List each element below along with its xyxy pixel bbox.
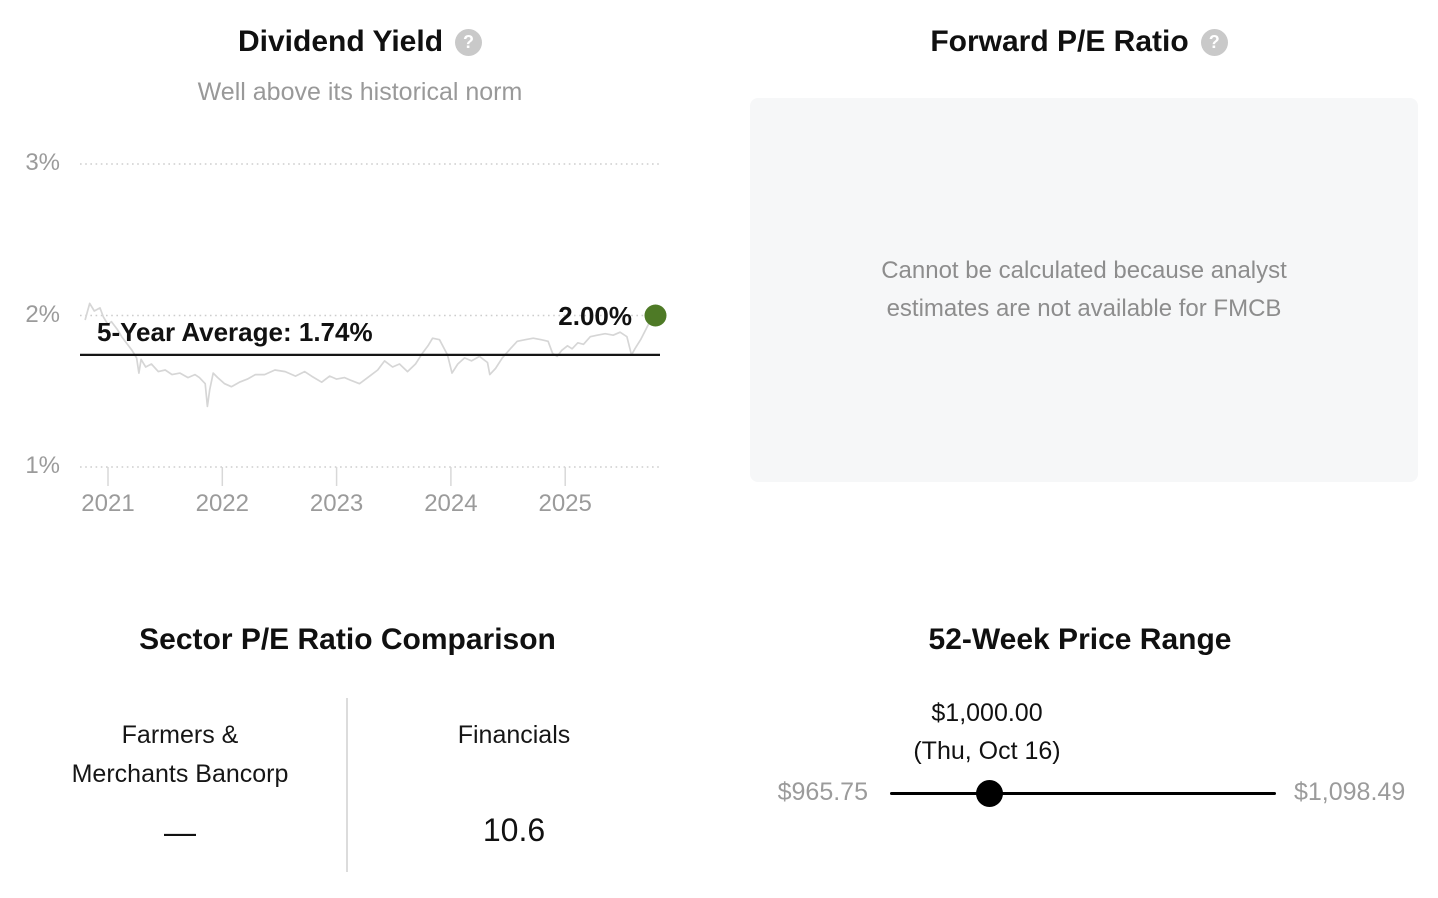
forward-pe-header: Forward P/E Ratio ? <box>720 24 1438 60</box>
x-axis-label-2025: 2025 <box>538 490 592 517</box>
current-value-label: 2.00% <box>558 301 632 331</box>
help-icon[interactable]: ? <box>455 28 483 56</box>
current-value-dot <box>644 304 667 327</box>
price-range-track <box>890 792 1276 795</box>
sector-pe-sector-label: Financials <box>457 721 571 749</box>
question-mark-glyph: ? <box>463 32 475 52</box>
range-low-label: $965.75 <box>777 778 868 806</box>
company-name-line2: Merchants Bancorp <box>71 760 289 788</box>
dividend-yield-chart <box>80 163 667 486</box>
column-divider <box>346 698 348 872</box>
sector-pe-company-value: — <box>164 814 196 850</box>
forward-pe-message-line1: Cannot be calculated because analyst <box>881 257 1287 284</box>
help-icon[interactable]: ? <box>1200 28 1228 56</box>
x-axis-label-2023: 2023 <box>309 490 364 517</box>
x-axis-label-2024: 2024 <box>424 490 478 517</box>
sector-pe-sector-value: 10.6 <box>482 812 546 848</box>
price-range-knob[interactable] <box>976 780 1004 807</box>
y-axis-label-1%: 1% <box>25 452 60 479</box>
forward-pe-title: Forward P/E Ratio <box>930 25 1189 58</box>
average-line-label: 5-Year Average: 1.74% <box>97 317 373 347</box>
dividend-yield-header: Dividend Yield ? <box>0 24 720 60</box>
current-price-label: $1,000.00 <box>931 699 1043 727</box>
dividend-yield-title: Dividend Yield <box>237 25 444 58</box>
dividend-yield-subtitle: Well above its historical norm <box>197 78 523 106</box>
y-axis-label-3%: 3% <box>25 149 60 176</box>
x-axis-label-2022: 2022 <box>195 490 249 517</box>
current-price-date: (Thu, Oct 16) <box>913 737 1061 765</box>
company-name-line1: Farmers & <box>121 721 239 749</box>
forward-pe-message-line2: estimates are not available for FMCB <box>886 295 1282 322</box>
forward-pe-empty-panel: Cannot be calculated because analyst est… <box>750 98 1418 482</box>
y-axis-label-2%: 2% <box>25 300 60 328</box>
x-axis-label-2021: 2021 <box>81 490 135 517</box>
range-high-label: $1,098.49 <box>1294 778 1406 806</box>
sector-pe-title: Sector P/E Ratio Comparison <box>139 623 556 656</box>
sector-pe-header: Sector P/E Ratio Comparison <box>0 622 695 658</box>
dividend-yield-series-line <box>84 302 657 408</box>
question-mark-glyph: ? <box>1208 32 1220 52</box>
sector-pe-company-label: Farmers & Merchants Bancorp <box>20 716 340 794</box>
price-range-header: 52-Week Price Range <box>720 622 1438 658</box>
price-range-title: 52-Week Price Range <box>928 623 1232 656</box>
